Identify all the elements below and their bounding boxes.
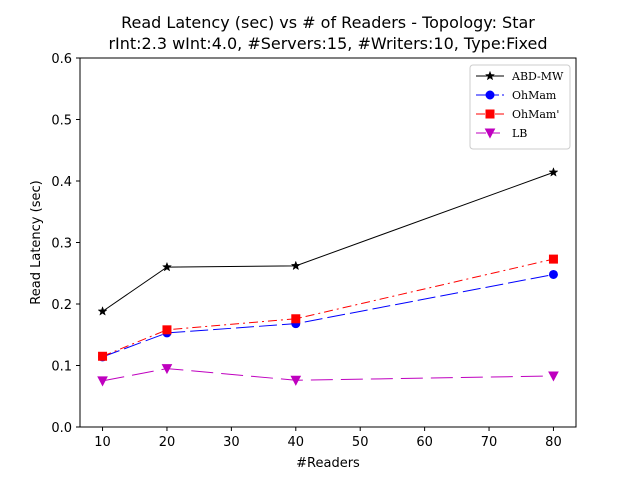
data-point — [161, 364, 173, 375]
data-point — [97, 306, 108, 316]
data-point — [161, 261, 173, 272]
legend-marker-1 — [485, 90, 495, 100]
legend-marker-2 — [485, 109, 495, 119]
legend-label-1: OhMam — [512, 89, 557, 102]
legend-marker-3 — [484, 128, 496, 139]
data-point — [548, 269, 558, 279]
x-axis-label: #Readers — [296, 456, 360, 471]
legend-label-0: ABD-MW — [511, 70, 564, 83]
data-point — [548, 371, 559, 382]
x-tick-label: 50 — [352, 435, 369, 450]
x-tick-label: 30 — [223, 435, 240, 450]
series-line-1 — [102, 273, 554, 358]
data-point — [548, 167, 559, 177]
y-tick-label: 0.6 — [51, 52, 72, 67]
plot-area: 10 20 30 40 50 60 70 80 0.0 0.1 0.2 0.3 0.4 0.5 0.6 — [51, 52, 561, 450]
y-tick-label: 0.1 — [51, 360, 72, 375]
data-point — [98, 351, 108, 361]
data-point — [162, 325, 172, 335]
data-point — [290, 375, 302, 386]
x-tick-label: 70 — [481, 435, 498, 450]
x-tick-label: 80 — [545, 435, 562, 450]
legend-label-2: OhMam' — [512, 108, 559, 121]
y-tick-label: 0.4 — [51, 175, 72, 190]
series-line-2 — [102, 258, 554, 357]
x-tick-label: 20 — [159, 435, 176, 450]
data-point — [291, 314, 301, 324]
chart-title: Read Latency (sec) vs # of Readers - Top… — [121, 13, 535, 32]
legend-label-3: LB — [512, 127, 527, 140]
data-point — [290, 260, 301, 271]
legend-box — [469, 64, 571, 150]
series-line-0 — [102, 171, 554, 312]
y-tick-label: 0.2 — [51, 298, 72, 313]
series-line-3 — [102, 368, 554, 382]
plot-frame — [79, 57, 577, 428]
y-tick-label: 0.5 — [51, 114, 72, 129]
x-tick-label: 60 — [416, 435, 433, 450]
x-tick-label: 10 — [94, 435, 111, 450]
legend: ABD-MW OhMam OhMam' LB — [469, 64, 571, 150]
y-tick-label: 0.3 — [51, 237, 72, 252]
y-axis-label: Read Latency (sec) — [29, 180, 44, 304]
legend-marker-0 — [484, 70, 496, 81]
data-point — [97, 376, 108, 387]
data-point — [548, 254, 558, 264]
y-tick-label: 0.0 — [51, 421, 72, 436]
chart-subtitle: rInt:2.3 wInt:4.0, #Servers:15, #Writers… — [108, 34, 547, 53]
x-tick-label: 40 — [288, 435, 305, 450]
